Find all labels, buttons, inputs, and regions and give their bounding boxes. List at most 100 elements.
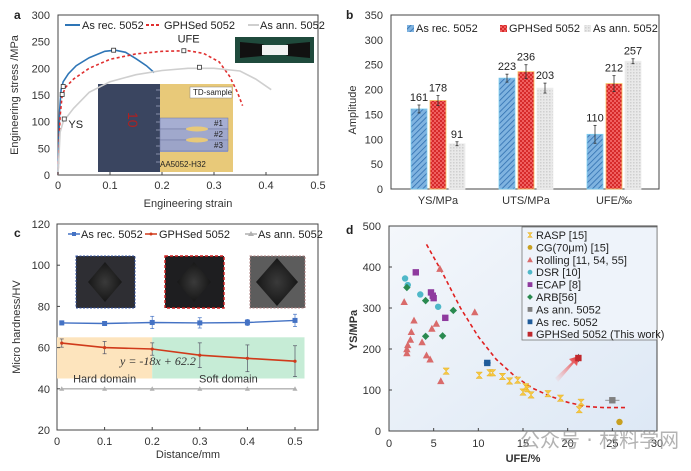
legend-c-gphsed: GPHSed 5052 xyxy=(159,229,230,241)
bar xyxy=(624,60,642,190)
legend-marker xyxy=(527,319,533,325)
data-point xyxy=(438,332,447,340)
y-axis-label-a: Engineering stress /MPa xyxy=(9,34,21,155)
legend-a: As rec. 5052 GPHSed 5052 As ann. 5052 xyxy=(65,20,325,32)
legend-marker xyxy=(527,307,533,312)
trend-line xyxy=(425,244,626,409)
data-point xyxy=(418,338,426,346)
panel-label-a: a xyxy=(14,8,21,22)
legend-marker xyxy=(527,282,533,287)
bar xyxy=(605,83,623,190)
marker-a xyxy=(59,92,65,97)
x-tick-label-d: 30 xyxy=(651,438,663,450)
data-point xyxy=(150,347,154,351)
legend-label-d: DSR [10] xyxy=(536,267,581,279)
data-point xyxy=(197,320,203,326)
y-tick-label-b: 300 xyxy=(365,35,383,47)
y-tick-label-c: 40 xyxy=(38,384,50,396)
data-point xyxy=(410,316,418,324)
bar xyxy=(410,108,428,190)
y-tick-label-c: 80 xyxy=(38,301,50,313)
legend-marker xyxy=(527,294,533,300)
data-point xyxy=(149,386,155,391)
data-label: 178 xyxy=(429,83,447,95)
x-tick-label-c: 0.3 xyxy=(192,436,207,448)
y-tick-label-c: 120 xyxy=(32,219,50,231)
indent-image-gphsed xyxy=(164,255,225,309)
legend-marker xyxy=(526,232,534,238)
data-point xyxy=(471,308,479,316)
specimen-photo-inset: 10 #1 #2 #3 TD-sample AA5052-H32 xyxy=(98,84,233,172)
data-point xyxy=(403,283,411,292)
x-tick-label-c: 0.2 xyxy=(145,436,160,448)
y-tick-label-a: 250 xyxy=(32,37,50,49)
y-axis-label-b: Amplitude xyxy=(347,86,359,135)
x-tick-label-a: 0.2 xyxy=(154,180,169,192)
y-tick-label-a: 300 xyxy=(32,10,50,22)
alloy-label: AA5052-H32 xyxy=(160,160,206,169)
data-point xyxy=(102,320,108,326)
y-tick-label-a: 0 xyxy=(44,170,50,182)
y-axis-label-d: YS/MPa xyxy=(348,309,360,350)
td-sample-label: TD-sample xyxy=(193,88,233,97)
x-tick-label-d: 0 xyxy=(386,438,392,450)
legend-b-gphsed: GPHSed 5052 xyxy=(509,23,580,35)
data-point xyxy=(577,398,585,406)
x-axis-label-a: Engineering strain xyxy=(144,198,233,210)
panel-label-d: d xyxy=(346,223,353,237)
ruler-label: 10 xyxy=(125,112,141,128)
data-point xyxy=(400,298,408,306)
x-tick-label-d: 15 xyxy=(517,438,529,450)
bar xyxy=(517,71,535,190)
data-point xyxy=(403,349,411,357)
series-line-c xyxy=(61,342,296,362)
data-point xyxy=(59,386,65,391)
legend-label-d: CG(70μm) [15] xyxy=(536,242,609,254)
y-axis-label-c: Micro hardness/HV xyxy=(11,280,23,374)
data-label: 203 xyxy=(536,70,554,82)
data-point xyxy=(404,341,412,349)
domain-region xyxy=(152,337,305,379)
series-line-a xyxy=(57,67,272,176)
x-tick-label-d: 25 xyxy=(606,438,618,450)
legend-c: As rec. 5052 GPHSed 5052 As ann. 5052 xyxy=(68,229,323,241)
data-point xyxy=(519,388,527,396)
legend-marker xyxy=(527,269,533,275)
x-tick-label-b: YS/MPa xyxy=(418,195,459,207)
legend-b-as-rec: As rec. 5052 xyxy=(416,23,478,35)
y-tick-label-b: 200 xyxy=(365,85,383,97)
x-tick-label-d: 20 xyxy=(562,438,574,450)
data-point xyxy=(442,367,450,375)
data-point xyxy=(406,335,415,343)
data-label: 161 xyxy=(410,92,428,104)
data-point xyxy=(197,386,203,391)
data-point xyxy=(575,406,584,414)
bar xyxy=(536,87,554,190)
data-point xyxy=(412,269,419,276)
data-point xyxy=(60,341,64,345)
y-tick-label-c: 60 xyxy=(38,343,50,355)
legend-b: As rec. 5052 GPHSed 5052 As ann. 5052 xyxy=(407,23,658,35)
y-tick-label-d: 100 xyxy=(363,385,381,397)
data-point xyxy=(244,386,250,391)
data-point xyxy=(149,319,155,325)
legend-marker xyxy=(527,331,533,337)
y-tick-label-d: 500 xyxy=(363,221,381,233)
data-point xyxy=(575,354,582,362)
data-point xyxy=(436,264,444,272)
y-tick-label-b: 250 xyxy=(365,60,383,72)
series-line-a xyxy=(57,49,155,176)
y-tick-label-d: 300 xyxy=(363,303,381,315)
legend-label-d: ARB[56] xyxy=(536,292,577,304)
y-tick-label-a: 200 xyxy=(32,63,50,75)
panel-label-b: b xyxy=(346,8,353,22)
data-point xyxy=(475,371,484,379)
data-point xyxy=(544,390,552,398)
marker-a xyxy=(197,64,202,70)
data-label: 110 xyxy=(586,112,604,124)
data-point xyxy=(616,418,623,426)
x-tick-label-d: 10 xyxy=(472,438,484,450)
legend-label-d: As ann. 5052 xyxy=(536,304,601,316)
